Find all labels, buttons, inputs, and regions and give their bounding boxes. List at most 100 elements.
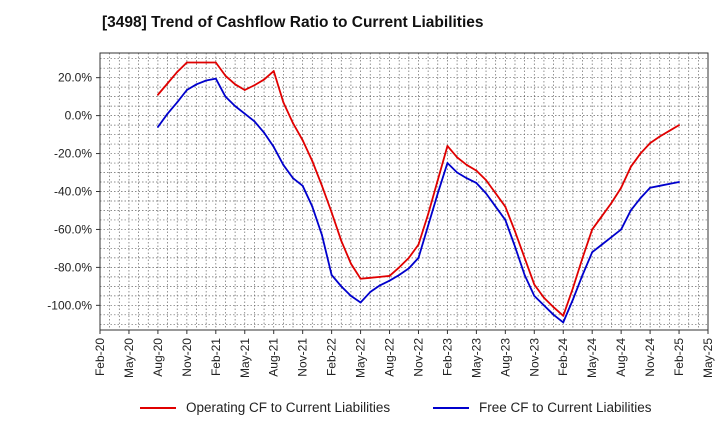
data-point-0 xyxy=(407,257,410,259)
data-point-1 xyxy=(678,181,680,183)
data-point-1 xyxy=(523,274,526,276)
y-tick-label: -60.0% xyxy=(54,222,92,236)
y-tick-label: -100.0% xyxy=(47,298,92,312)
data-point-0 xyxy=(591,228,594,231)
y-tick-label: 0.0% xyxy=(65,109,93,123)
data-point-1 xyxy=(224,95,227,98)
data-point-0 xyxy=(639,152,642,155)
data-point-0 xyxy=(340,239,343,242)
data-point-1 xyxy=(311,205,314,208)
data-point-1 xyxy=(407,267,410,270)
data-point-0 xyxy=(176,71,179,73)
data-point-0 xyxy=(253,84,256,87)
data-point-0 xyxy=(205,61,208,64)
data-point-1 xyxy=(272,146,275,148)
data-point-1 xyxy=(600,243,603,246)
data-point-1 xyxy=(359,301,362,304)
data-point-0 xyxy=(359,277,362,280)
chart-title: [3498] Trend of Cashflow Ratio to Curren… xyxy=(102,14,484,31)
data-point-1 xyxy=(253,120,256,123)
data-point-1 xyxy=(176,101,179,104)
data-point-0 xyxy=(234,83,237,86)
x-tick-label: Feb-25 xyxy=(672,338,686,376)
data-point-1 xyxy=(658,184,661,187)
data-point-0 xyxy=(263,78,265,81)
data-point-0 xyxy=(581,257,584,259)
data-point-1 xyxy=(581,274,584,276)
x-tick-label: Aug-22 xyxy=(383,338,397,377)
data-point-1 xyxy=(543,304,545,307)
data-point-1 xyxy=(330,274,333,276)
data-point-0 xyxy=(243,89,246,91)
y-tick-label: -40.0% xyxy=(54,185,92,199)
data-point-0 xyxy=(465,164,468,166)
data-point-1 xyxy=(195,83,198,86)
data-point-1 xyxy=(620,228,623,231)
data-point-1 xyxy=(465,177,468,180)
data-point-1 xyxy=(321,234,323,237)
x-tick-label: Nov-23 xyxy=(527,338,541,377)
data-point-0 xyxy=(571,287,574,290)
x-tick-label: May-21 xyxy=(238,338,252,378)
legend-label-free-cf: Free CF to Current Liabilities xyxy=(479,400,652,415)
data-point-1 xyxy=(234,105,237,108)
y-tick-label: -80.0% xyxy=(54,260,92,274)
data-point-0 xyxy=(427,213,430,216)
data-point-1 xyxy=(417,257,420,259)
data-point-1 xyxy=(427,224,430,227)
data-point-0 xyxy=(475,169,478,172)
data-point-1 xyxy=(378,284,381,287)
data-point-0 xyxy=(157,93,159,96)
data-point-1 xyxy=(263,131,265,134)
legend-item-operating-cf: Operating CF to Current Liabilities xyxy=(140,400,390,415)
x-tick-label: Aug-24 xyxy=(614,338,628,377)
data-point-1 xyxy=(649,186,651,189)
data-point-0 xyxy=(678,124,680,126)
data-point-0 xyxy=(620,186,623,189)
data-point-0 xyxy=(417,243,420,246)
data-point-0 xyxy=(552,306,555,309)
data-point-0 xyxy=(369,276,372,279)
data-point-0 xyxy=(166,82,169,85)
x-tick-label: Feb-23 xyxy=(440,338,454,376)
grid-layer xyxy=(99,53,709,330)
data-point-1 xyxy=(610,236,613,238)
data-point-0 xyxy=(523,257,526,259)
data-point-1 xyxy=(533,294,536,297)
legend-item-free-cf: Free CF to Current Liabilities xyxy=(433,400,652,415)
data-point-1 xyxy=(456,171,458,174)
data-point-1 xyxy=(552,313,555,316)
data-point-1 xyxy=(350,294,352,297)
data-point-0 xyxy=(658,135,661,138)
data-point-0 xyxy=(398,266,401,269)
data-point-1 xyxy=(562,321,565,324)
data-point-0 xyxy=(436,179,439,182)
data-point-0 xyxy=(600,215,603,218)
data-point-0 xyxy=(311,160,314,163)
x-tick-label: Feb-22 xyxy=(325,338,339,376)
data-point-1 xyxy=(185,89,188,91)
data-point-1 xyxy=(214,77,217,80)
x-tick-label: May-23 xyxy=(469,338,483,378)
data-point-0 xyxy=(292,122,294,125)
data-point-0 xyxy=(388,275,391,277)
data-point-1 xyxy=(340,285,343,288)
data-point-0 xyxy=(649,142,651,145)
data-point-1 xyxy=(157,126,159,128)
data-point-0 xyxy=(629,165,632,168)
data-point-0 xyxy=(485,179,487,182)
data-point-0 xyxy=(350,262,352,265)
data-point-1 xyxy=(485,192,487,195)
data-point-1 xyxy=(446,162,449,164)
data-point-0 xyxy=(562,314,565,317)
x-tick-label: Nov-21 xyxy=(296,338,310,377)
data-point-0 xyxy=(504,205,507,208)
data-point-1 xyxy=(591,251,594,254)
data-point-0 xyxy=(272,70,275,72)
x-tick-label: May-24 xyxy=(585,338,599,378)
data-point-1 xyxy=(571,298,574,301)
data-point-1 xyxy=(639,197,642,200)
data-point-0 xyxy=(610,201,613,204)
x-tick-label: Nov-20 xyxy=(180,338,194,377)
